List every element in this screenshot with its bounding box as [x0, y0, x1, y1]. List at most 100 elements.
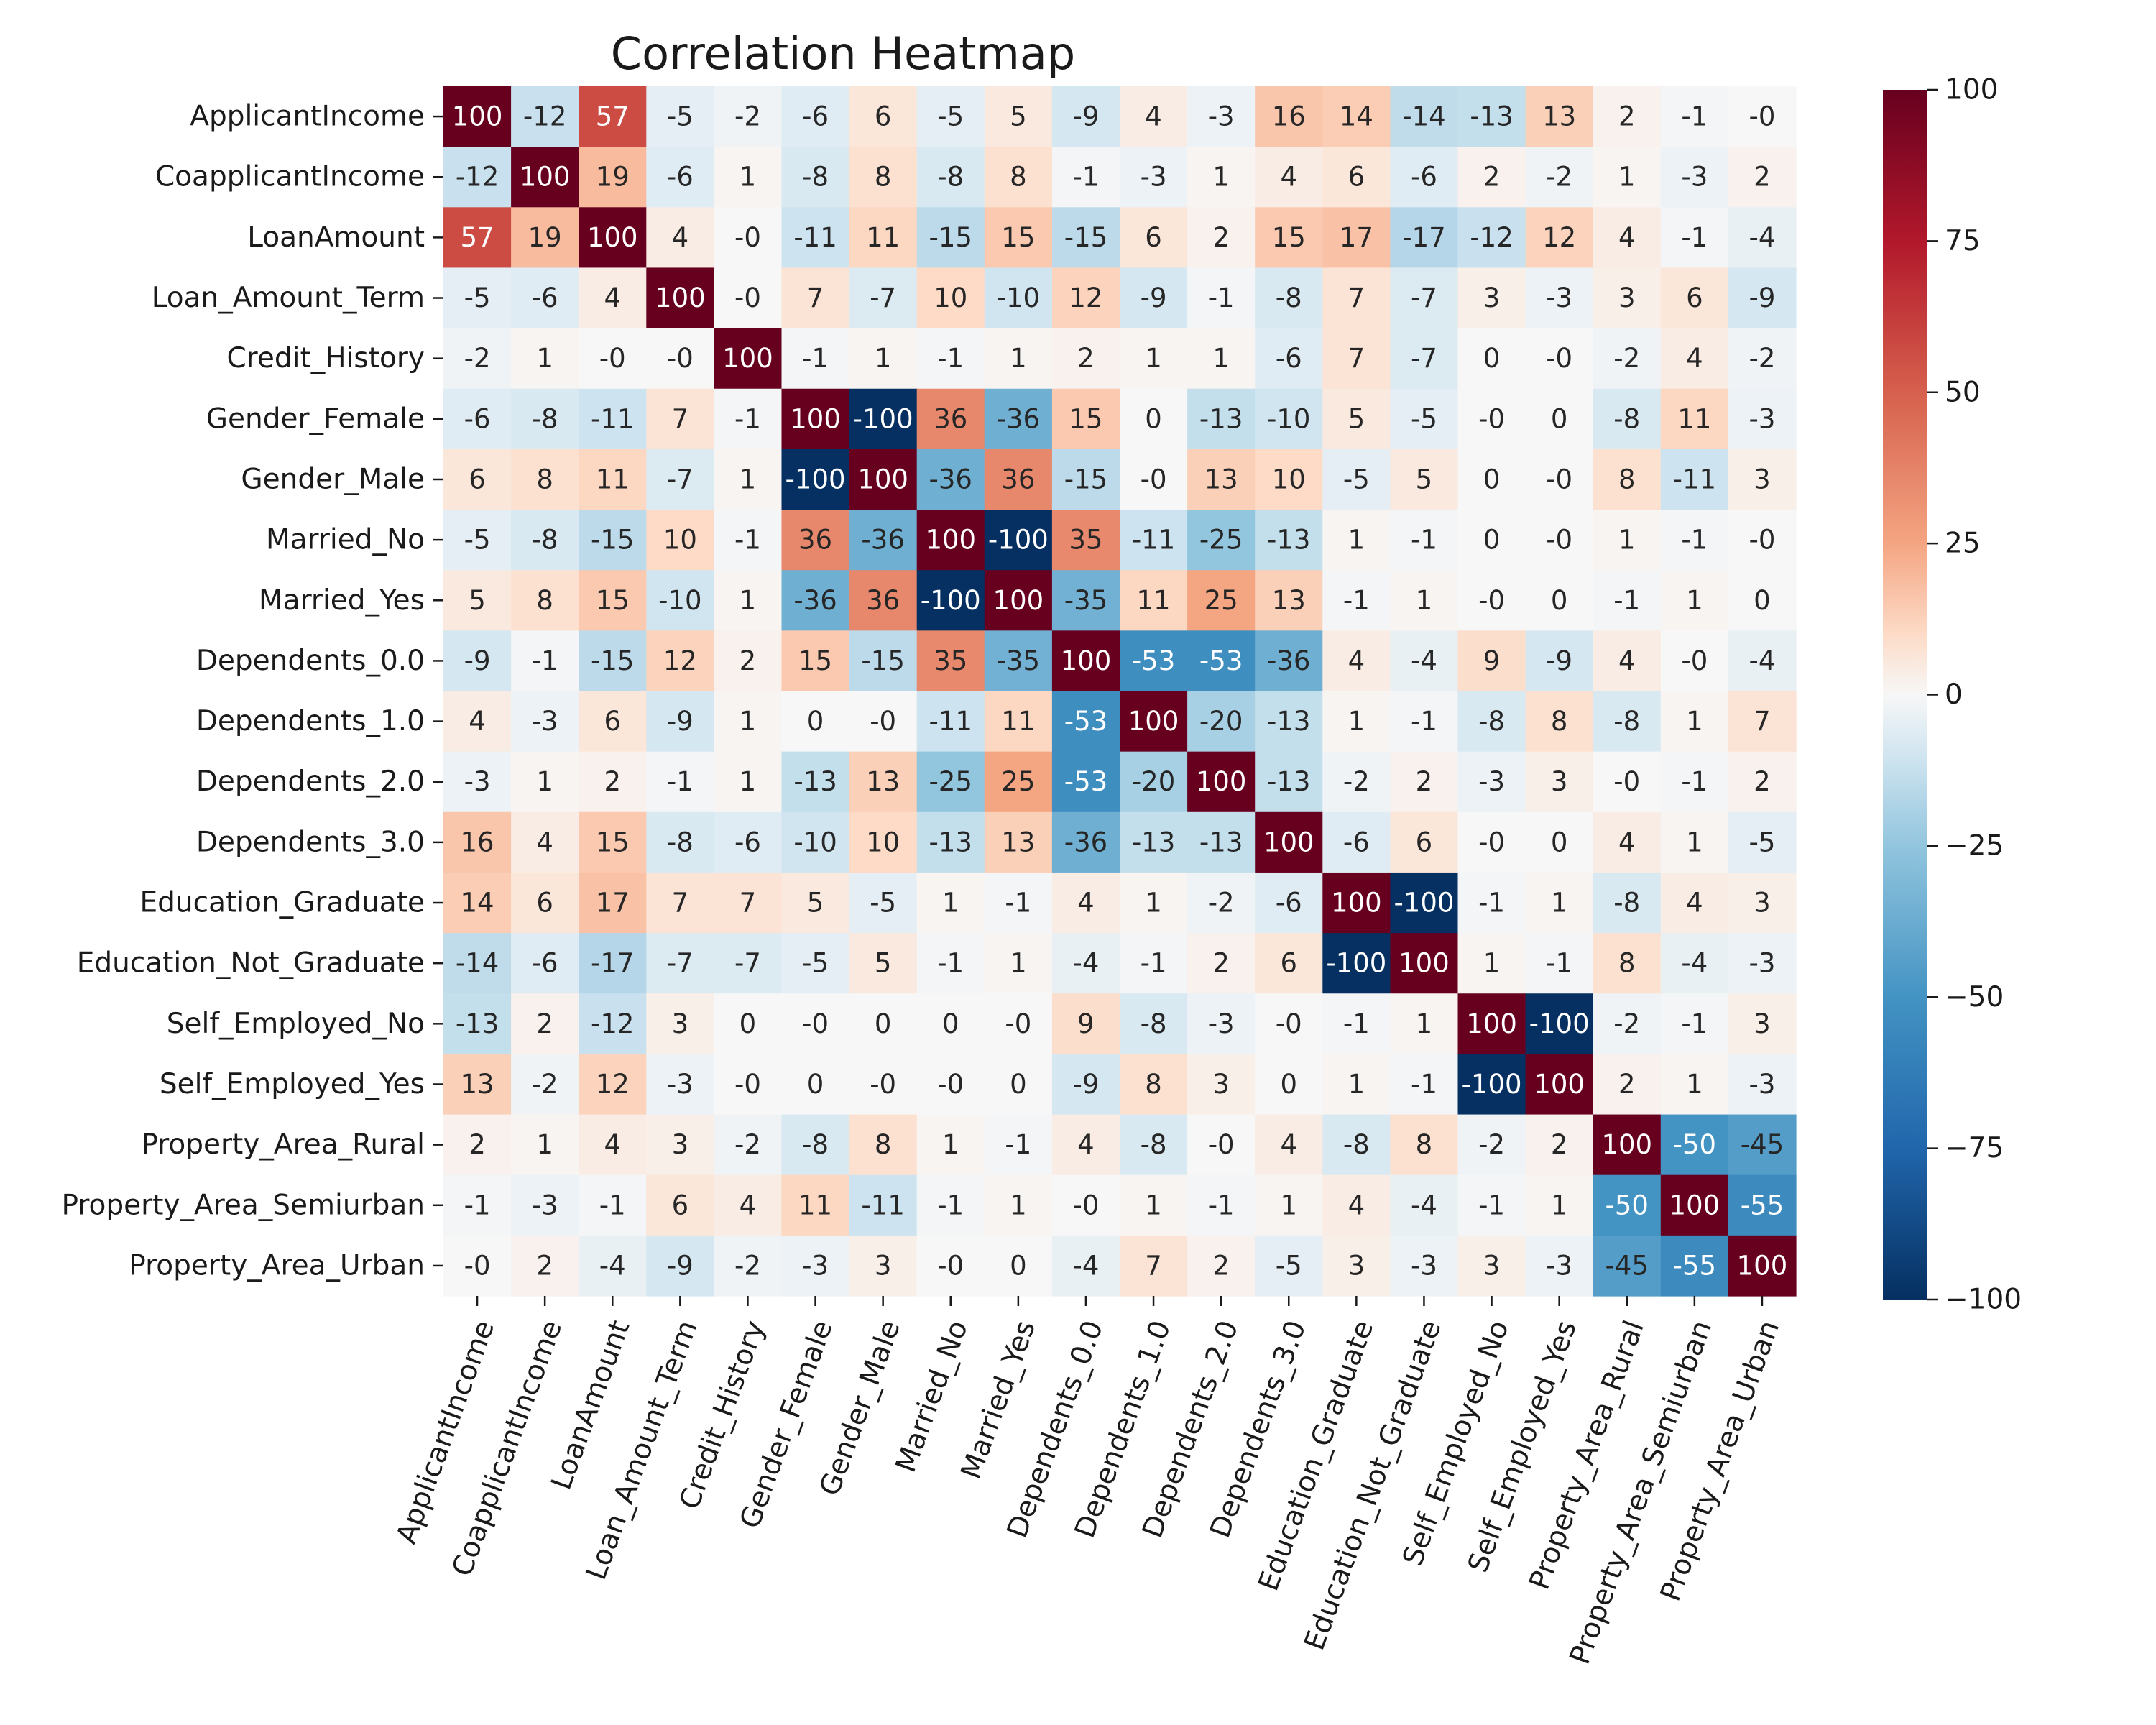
- heatmap-cell: [1660, 811, 1729, 873]
- heatmap-cell: [984, 267, 1053, 329]
- heatmap-cell: [443, 207, 512, 269]
- cell-value-label: 1: [536, 766, 553, 797]
- cell-value-label: -2: [734, 1129, 761, 1160]
- cell-value-label: 2: [740, 645, 757, 676]
- cell-value-label: -1: [1208, 282, 1235, 313]
- heatmap-cell: [443, 1054, 512, 1116]
- cell-value-label: 2: [1077, 343, 1095, 374]
- heatmap-cell: [443, 811, 512, 873]
- heatmap-cell: [1728, 1054, 1797, 1116]
- cell-value-label: -0: [937, 1250, 964, 1281]
- heatmap-cell: [1390, 1114, 1459, 1176]
- cell-value-label: 1: [536, 1129, 553, 1160]
- heatmap-cell: [1255, 388, 1323, 450]
- heatmap-cell: [781, 691, 850, 753]
- heatmap-cell: [1255, 811, 1323, 873]
- cell-value-label: 1: [1348, 706, 1365, 737]
- heatmap-cell: [1322, 811, 1391, 873]
- heatmap-cell: [1120, 510, 1188, 571]
- cell-value-label: 6: [469, 464, 486, 494]
- cell-value-label: 0: [1483, 464, 1501, 494]
- cell-value-label: 0: [1483, 343, 1501, 374]
- cell-value-label: 1: [740, 706, 757, 737]
- cell-value-label: 4: [672, 222, 689, 253]
- heatmap-cell: [579, 510, 647, 571]
- cell-value-label: 19: [596, 162, 630, 193]
- heatmap-cell: [984, 1235, 1053, 1297]
- cell-value-label: -3: [1749, 1069, 1775, 1100]
- heatmap-cell: [443, 267, 512, 329]
- heatmap-cell: [714, 751, 783, 813]
- heatmap-cell: [714, 691, 783, 753]
- cell-value-label: -53: [1064, 766, 1107, 797]
- cell-value-label: -4: [1681, 948, 1708, 979]
- heatmap-cell: [1120, 86, 1188, 147]
- heatmap-cell: [1051, 872, 1120, 934]
- heatmap-cell: [1457, 993, 1526, 1054]
- cell-value-label: 0: [875, 1008, 892, 1039]
- cell-value-label: -10: [793, 827, 837, 857]
- heatmap-cell: [579, 388, 647, 450]
- cell-value-label: 1: [1686, 706, 1703, 737]
- heatmap-cell: [443, 147, 512, 208]
- heatmap-cells: 100 -12 57 -5 -2 -6 6 -5 5 -9 4 -3 16 14 -14 -13 13 2 -1 -0…: [443, 86, 1797, 1297]
- heatmap-cell: [1255, 570, 1323, 631]
- heatmap-cell: [1525, 207, 1594, 269]
- cell-value-label: 5: [469, 585, 486, 616]
- cell-value-label: -2: [1546, 162, 1572, 193]
- cell-value-label: 4: [740, 1190, 757, 1220]
- cell-value-label: -6: [532, 948, 558, 979]
- heatmap-cell: [579, 448, 647, 510]
- heatmap-cell: [1525, 933, 1594, 994]
- cell-value-label: -1: [1681, 101, 1708, 132]
- heatmap-cell: [1322, 328, 1391, 390]
- heatmap-cell: [849, 207, 918, 269]
- heatmap-cell: [1390, 510, 1459, 571]
- cell-value-label: 1: [1010, 948, 1027, 979]
- y-tick-label: Loan_Amount_Term: [152, 282, 425, 314]
- heatmap-cell: [1728, 388, 1797, 450]
- cell-value-label: 3: [1483, 282, 1501, 313]
- cell-value-label: -2: [532, 1069, 558, 1100]
- y-tick-label: Property_Area_Semiurban: [62, 1189, 425, 1221]
- heatmap-cell: [646, 811, 714, 873]
- cell-value-label: -8: [802, 162, 829, 193]
- heatmap-cell: [1051, 510, 1120, 571]
- heatmap-cell: [1187, 872, 1256, 934]
- colorbar-tick-label: 100: [1945, 74, 1998, 106]
- heatmap-cell: [1457, 872, 1526, 934]
- heatmap-cell: [579, 207, 647, 269]
- heatmap-cell: [1187, 267, 1256, 329]
- cell-value-label: -53: [1064, 706, 1107, 737]
- cell-value-label: 4: [1145, 101, 1162, 132]
- heatmap-cell: [1593, 751, 1662, 813]
- cell-value-label: 2: [1754, 162, 1771, 193]
- cell-value-label: -9: [1546, 645, 1572, 676]
- cell-value-label: -0: [802, 1008, 829, 1039]
- heatmap-cell: [984, 691, 1053, 753]
- heatmap-cell: [714, 1114, 783, 1176]
- heatmap-cell: [1660, 933, 1729, 994]
- heatmap-cell: [443, 86, 512, 147]
- heatmap-cell: [1660, 691, 1729, 753]
- cell-value-label: 100: [1128, 706, 1179, 737]
- cell-value-label: -4: [1749, 222, 1775, 253]
- cell-value-label: -0: [1546, 343, 1572, 374]
- cell-value-label: -3: [1208, 1008, 1235, 1039]
- heatmap-cell: [916, 1174, 985, 1236]
- cell-value-label: 4: [1280, 1129, 1297, 1160]
- cell-value-label: 7: [807, 282, 824, 313]
- heatmap-cell: [781, 1114, 850, 1176]
- heatmap-cell: [579, 1114, 647, 1176]
- cell-value-label: -12: [523, 101, 566, 132]
- heatmap-cell: [916, 1114, 985, 1176]
- cell-value-label: 4: [1280, 162, 1297, 193]
- heatmap-cell: [1728, 993, 1797, 1054]
- heatmap-cell: [1255, 1174, 1323, 1236]
- cell-value-label: -0: [1072, 1190, 1099, 1220]
- heatmap-cell: [511, 388, 579, 450]
- heatmap-cell: [714, 328, 783, 390]
- cell-value-label: 12: [1069, 282, 1102, 313]
- heatmap-cell: [1187, 630, 1256, 692]
- heatmap-cell: [1322, 1235, 1391, 1297]
